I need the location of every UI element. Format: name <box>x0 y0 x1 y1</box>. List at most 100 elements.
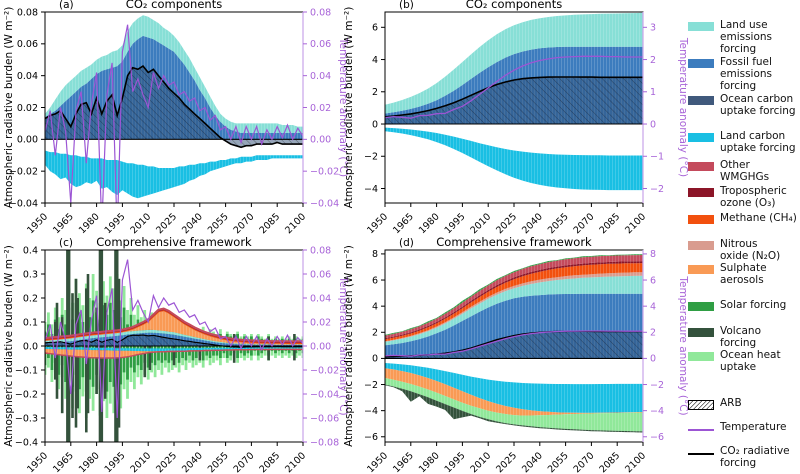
svg-text:−0.02: −0.02 <box>310 166 339 177</box>
svg-text:0: 0 <box>372 119 378 130</box>
legend-label: CO₂ radiative forcing <box>720 445 790 469</box>
strip-wmghg-strip <box>45 307 303 343</box>
svg-text:−4: −4 <box>364 184 378 195</box>
svg-text:0: 0 <box>650 354 656 365</box>
legend-label: ARB <box>720 397 742 409</box>
svg-text:4: 4 <box>372 301 378 312</box>
panel-letter-a: (a) <box>59 0 74 11</box>
panel-letter-d: (d) <box>399 237 414 249</box>
svg-text:2100: 2100 <box>623 211 648 236</box>
legend-item-co-radiative: CO₂ radiative forcing <box>688 445 790 470</box>
svg-text:2055: 2055 <box>546 211 571 236</box>
legend-label: Volcano forcing <box>720 325 761 349</box>
svg-text:1950: 1950 <box>25 450 50 474</box>
legend-label: Ocean heat uptake <box>720 349 781 373</box>
svg-text:2010: 2010 <box>128 211 153 236</box>
legend-swatch <box>688 215 714 224</box>
svg-text:1995: 1995 <box>443 450 468 474</box>
panel-letter-c: (c) <box>59 237 73 249</box>
legend-swatch <box>688 302 714 311</box>
svg-text:2: 2 <box>650 55 656 66</box>
legend-label: Other WMGHGs <box>720 159 770 183</box>
svg-text:2: 2 <box>650 328 656 339</box>
svg-text:2055: 2055 <box>206 450 231 474</box>
legend-swatch <box>688 265 714 274</box>
svg-text:2055: 2055 <box>206 211 231 236</box>
svg-text:2: 2 <box>372 328 378 339</box>
svg-text:8: 8 <box>372 249 378 260</box>
svg-text:0.00: 0.00 <box>17 135 38 146</box>
panel-a: 0.08 0.06 0.04 0.02 0.00 −0.02 −0.04 0.08 0.06 0.… <box>3 0 349 236</box>
svg-text:2055: 2055 <box>546 450 571 474</box>
panel-title-c: Comprehensive framework <box>96 235 252 249</box>
legend-label: Nitrous oxide (N₂O) <box>720 238 781 262</box>
svg-text:1950: 1950 <box>365 450 390 474</box>
svg-text:2085: 2085 <box>597 450 622 474</box>
svg-text:0.3: 0.3 <box>23 269 38 280</box>
svg-text:8: 8 <box>650 249 656 260</box>
svg-text:1980: 1980 <box>77 450 102 474</box>
legend-item-tropospheric: Tropospheric ozone (O₃) <box>688 185 787 210</box>
legend-item-nitrous: Nitrous oxide (N₂O) <box>688 238 781 263</box>
left-axis-label-a: Atmospheric radiative burden (W m⁻²) <box>3 7 15 209</box>
svg-text:2010: 2010 <box>128 450 153 474</box>
svg-text:2025: 2025 <box>154 450 179 474</box>
svg-text:0.08: 0.08 <box>310 245 331 256</box>
svg-text:2040: 2040 <box>520 450 545 474</box>
svg-text:−6: −6 <box>364 432 378 443</box>
svg-text:4: 4 <box>372 55 378 66</box>
svg-text:2070: 2070 <box>572 450 597 474</box>
strip-wmghg-strip-negative <box>45 348 303 359</box>
svg-text:0.04: 0.04 <box>17 71 38 82</box>
svg-text:0.4: 0.4 <box>23 245 38 256</box>
svg-text:−0.04: −0.04 <box>310 198 339 209</box>
svg-text:2070: 2070 <box>232 211 257 236</box>
svg-text:0.1: 0.1 <box>23 317 38 328</box>
svg-text:−0.04: −0.04 <box>310 389 339 400</box>
line-temperature-d <box>385 330 643 357</box>
svg-text:−0.2: −0.2 <box>15 389 38 400</box>
svg-text:0.0: 0.0 <box>23 341 38 352</box>
svg-text:1995: 1995 <box>103 211 128 236</box>
svg-text:−2: −2 <box>364 152 378 163</box>
svg-text:2070: 2070 <box>232 450 257 474</box>
svg-text:0.2: 0.2 <box>23 293 38 304</box>
svg-text:−0.04: −0.04 <box>9 198 38 209</box>
legend-label: Ocean carbon uptake forcing <box>720 93 796 117</box>
svg-text:2040: 2040 <box>180 450 205 474</box>
panel-title-d: Comprehensive framework <box>436 235 592 249</box>
legend-item-other-wmghgs: Other WMGHGs <box>688 159 800 184</box>
legend-item-fossil-fuel: Fossil fuel emissions forcing <box>688 56 800 93</box>
svg-text:1950: 1950 <box>25 211 50 236</box>
svg-text:−4: −4 <box>650 406 664 417</box>
svg-text:2025: 2025 <box>494 450 519 474</box>
svg-text:0.02: 0.02 <box>310 317 331 328</box>
svg-text:6: 6 <box>372 23 378 34</box>
svg-text:2010: 2010 <box>468 211 493 236</box>
left-axis-label-b: Atmospheric radiative burden (W m⁻²) <box>343 7 355 209</box>
svg-text:1965: 1965 <box>51 211 76 236</box>
svg-text:−2: −2 <box>650 184 664 195</box>
right-axis-label-d: Temperature anomaly (°C) <box>677 275 689 415</box>
svg-text:0.06: 0.06 <box>310 269 331 280</box>
svg-text:1965: 1965 <box>391 450 416 474</box>
svg-text:0.02: 0.02 <box>17 103 38 114</box>
legend-swatch <box>688 328 714 337</box>
legend-label: Land carbon uptake forcing <box>720 130 796 154</box>
legend-item-land-carbon: Land carbon uptake forcing <box>688 130 796 155</box>
legend-label: Tropospheric ozone (O₃) <box>720 185 787 209</box>
svg-text:0.00: 0.00 <box>310 341 331 352</box>
legend-label: Sulphate aerosols <box>720 262 767 286</box>
legend-item-temperature: Temperature <box>688 421 787 434</box>
svg-text:2085: 2085 <box>257 211 282 236</box>
svg-text:2010: 2010 <box>468 450 493 474</box>
svg-text:4: 4 <box>650 301 656 312</box>
svg-text:0: 0 <box>372 354 378 365</box>
right-axis-label-c: Temperature anomaly (°C) <box>337 275 349 415</box>
legend-item-arb: ARB <box>688 397 742 410</box>
svg-text:−0.02: −0.02 <box>310 365 339 376</box>
legend-swatch <box>688 241 714 250</box>
legend-item-sulphate-aerosols: Sulphate aerosols <box>688 262 800 287</box>
svg-text:0: 0 <box>650 119 656 130</box>
svg-text:−0.02: −0.02 <box>9 166 38 177</box>
